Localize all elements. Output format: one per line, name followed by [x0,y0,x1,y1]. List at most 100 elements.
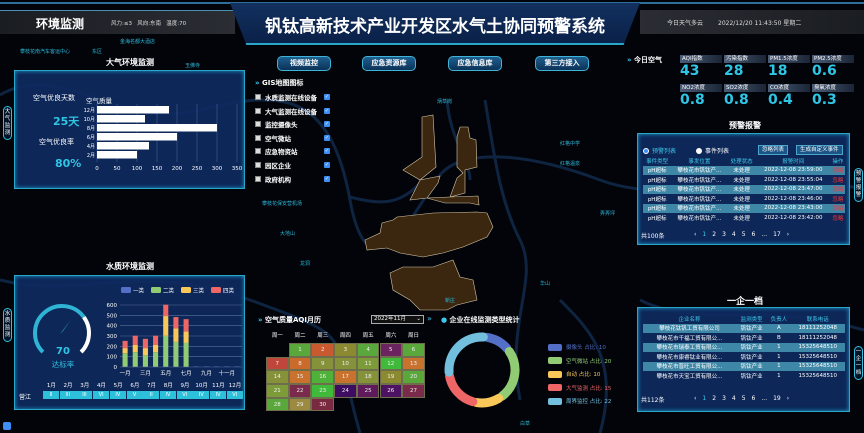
calendar-day[interactable]: 1 [288,343,312,357]
gis-layer-item[interactable]: 园区企业 ✓ [255,160,335,170]
video-monitor-button[interactable]: 视频监控 [277,56,331,71]
gis-layer-item[interactable]: 空气微站 ✓ [255,133,335,143]
calendar-day[interactable]: 10 [334,356,357,371]
page-number[interactable]: 3 [722,231,726,238]
calendar-day[interactable]: 16 [311,370,334,385]
table-row[interactable]: 攀枝花钛钒工贸有限公司 钒钛产业 A 18111252048 [643,323,845,333]
page-number[interactable]: 19 [773,395,781,402]
page-number[interactable]: 2 [712,395,717,402]
emergency-info-button[interactable]: 应急信息库 [448,56,502,71]
table-row[interactable]: pH超标 攀枝花市钒钛产... 未处理 2022-12-08 23:43:00 忽略 [643,203,845,213]
checkbox[interactable]: ✓ [324,134,330,141]
calendar-day[interactable]: 23 [311,384,334,398]
page-number[interactable]: 4 [731,395,736,402]
calendar-day[interactable]: 19 [379,370,403,385]
ignore-action[interactable]: 忽略 [830,203,845,213]
calendar-day[interactable]: 17 [334,370,357,385]
page-number[interactable]: 17 [773,231,781,238]
aqi-calendar-title-text: 空气质量AQI月历 [264,316,321,324]
table-row[interactable]: 攀枝花市天宝工贸有限公... 钒钛产业 1 15325648510 [643,371,845,381]
calendar-day[interactable]: 30 [311,397,334,412]
side-tab-air[interactable]: 大气监测 [3,106,12,140]
page-number[interactable]: 3 [722,395,726,402]
page-number[interactable]: 6 [751,231,756,238]
radio-alarm-list[interactable]: 预警列表 [643,146,676,155]
table-row[interactable]: 攀枝花市康睿钛业有限公... 钒钛产业 1 15325648510 [643,352,845,362]
page-number[interactable]: 2 [712,231,717,238]
prev-page-icon[interactable]: ‹ [694,231,697,238]
page-number[interactable]: 1 [702,231,707,238]
calendar-day[interactable]: 6 [402,343,425,357]
ignore-list-button[interactable]: 忽略列表 [758,145,789,155]
calendar-day[interactable]: 25 [356,384,380,398]
calendar-day[interactable]: 20 [402,370,425,385]
table-row[interactable]: pH超标 攀枝花市钒钛产... 未处理 2022-12-08 23:46:00 忽略 [643,194,845,204]
page-number[interactable]: 5 [741,231,746,238]
gis-layer-item[interactable]: 监控摄像头 ✓ [255,119,335,129]
page-number[interactable]: 4 [731,231,736,238]
page-number[interactable]: 1 [702,395,707,402]
checkbox[interactable]: ✓ [324,107,330,114]
table-row[interactable]: pH超标 攀枝花市钒钛产... 未处理 2022-12-08 23:55:04 忽略 [643,175,845,185]
calendar-day[interactable]: 8 [288,356,312,371]
calendar-day[interactable]: 2 [311,343,334,357]
ignore-action[interactable]: 忽略 [830,184,845,194]
third-party-button[interactable]: 第三方接入 [535,56,589,71]
checkbox[interactable]: ✓ [324,94,330,100]
page-number[interactable]: 5 [741,395,746,402]
emergency-resource-button[interactable]: 应急资源库 [362,56,416,71]
ignore-action[interactable]: 忽略 [832,215,844,222]
page-number[interactable]: ... [761,395,768,402]
calendar-day[interactable]: 27 [402,384,425,398]
enterprise-total: 共112条 [641,397,665,404]
calendar-day[interactable]: 24 [334,384,357,398]
ignore-action[interactable]: 忽略 [832,177,844,184]
calendar-day[interactable]: 4 [356,343,380,357]
table-row[interactable]: pH超标 攀枝花市钒钛产... 未处理 2022-12-08 23:47:00 忽略 [643,184,845,194]
table-row[interactable]: 攀枝花市晋旺工贸有限公... 钒钛产业 1 15325648510 [643,361,845,371]
table-row[interactable]: 攀枝花市千福工贸有限公... 钒钛产业 B 18111252048 [643,333,845,343]
calendar-day[interactable]: 15 [288,370,312,385]
calendar-day[interactable]: 7 [266,356,289,371]
page-number[interactable]: 6 [751,395,756,402]
calendar-day[interactable]: 13 [402,356,425,371]
ignore-action[interactable]: 忽略 [830,165,845,175]
table-row[interactable]: pH超标 攀枝花市钒钛产... 未处理 2022-12-08 23:59:00 忽略 [643,165,845,175]
ignore-action[interactable]: 忽略 [832,196,844,203]
side-tab-water[interactable]: 水质监测 [3,308,12,342]
checkbox[interactable]: ✓ [324,175,330,182]
calendar-day[interactable]: 11 [356,356,380,371]
checkbox[interactable]: ✓ [324,148,330,155]
calendar-day[interactable]: 28 [266,397,289,412]
next-page-icon[interactable]: › [786,395,790,402]
table-row[interactable]: 攀枝花市瑞泰工贸有限公... 钒钛产业 1 15325648510 [643,342,845,352]
app-corner-icon[interactable] [3,422,11,430]
calendar-day[interactable]: 26 [379,384,403,398]
prev-page-icon[interactable]: ‹ [694,395,697,402]
calendar-day[interactable]: 5 [379,343,403,357]
calendar-day[interactable]: 22 [288,384,312,398]
calendar-day[interactable]: 12 [379,356,403,371]
month-select[interactable]: 2022年11月 ⌄ [371,315,424,324]
calendar-day[interactable]: 9 [311,356,334,371]
calendar-day[interactable]: 18 [356,370,380,385]
next-page-icon[interactable]: › [786,231,790,238]
calendar-day[interactable]: 29 [288,397,312,412]
gis-layer-item[interactable]: 水质监测在线设备 ✓ [255,92,335,102]
calendar-day[interactable]: 3 [334,343,357,357]
gis-layer-item[interactable]: 大气监测在线设备 ✓ [255,106,335,116]
table-row[interactable]: pH超标 攀枝花市钒钛产... 未处理 2022-12-08 23:42:00 忽略 [643,213,845,223]
calendar-day[interactable]: 21 [266,384,289,398]
create-event-button[interactable]: 生成自定义事件 [796,145,843,155]
calendar-day[interactable]: 14 [266,370,289,385]
air-metric: 污染指数 28 [724,55,766,79]
radio-event-list[interactable]: 事件列表 [696,146,729,155]
checkbox[interactable]: ✓ [324,162,330,168]
gis-layer-item[interactable]: 应急物资站 ✓ [255,146,335,156]
checkbox[interactable]: ✓ [324,121,330,128]
side-tab-alarm[interactable]: 预警报警 [854,168,863,202]
page-number[interactable]: ... [761,231,768,238]
side-tab-enterprise[interactable]: 一企一档 [854,346,863,380]
legend-swatch [151,287,161,293]
gis-layer-item[interactable]: 政府机构 ✓ [255,174,335,184]
